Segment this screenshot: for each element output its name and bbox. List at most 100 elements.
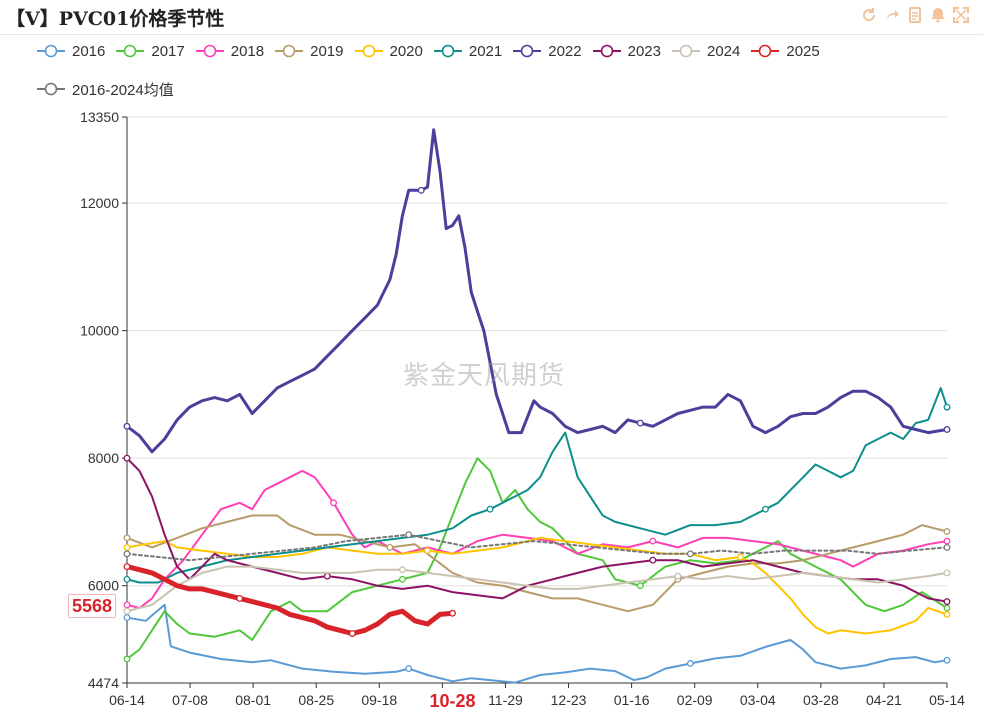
series-point-2020 [943,610,951,618]
series-point-2022 [123,422,131,430]
series-line-2018 [126,469,948,609]
series-line-2023 [126,457,948,603]
series-point-2017 [398,575,406,583]
series-point-2025 [348,630,356,637]
legend-marker-icon [195,44,224,58]
legend-label: 2022 [548,42,582,60]
legend-item[interactable]: 2025 [750,40,820,62]
current-date-label: 10-28 [425,690,480,712]
series-line-2021 [126,387,948,584]
series-point-2019 [123,534,131,542]
legend-label: 2016 [72,42,106,60]
series-point-2022 [636,419,644,427]
chart-toolbar [860,6,969,23]
series-point-2018 [943,537,951,545]
legend-label: 2024 [707,42,741,60]
series-line-2024 [126,565,948,613]
watermark: 紫金天风期货 [403,361,566,391]
legend-marker-icon [116,44,145,58]
series-point-2024 [398,566,406,574]
series-point-2021 [486,505,494,513]
legend-item[interactable]: 2021 [433,40,502,62]
x-tick-label: 05-14 [929,692,965,708]
legend-marker-icon [592,44,621,58]
series-line-2016-2024- [126,533,948,562]
series-point-2017 [943,604,951,612]
series-point-2016 [405,665,413,673]
series-point-2018 [649,537,657,545]
series-point-2016 [123,614,131,622]
legend-marker-icon [751,44,780,58]
series-point-2024 [943,569,951,577]
bell-icon[interactable] [929,6,946,23]
series-line-2016 [126,603,948,684]
y-tick-label: 4474 [88,675,119,691]
series-point-2022 [417,186,425,194]
legend-item[interactable]: 2024 [671,40,740,62]
legend-item[interactable]: 2018 [195,40,264,62]
legend-item[interactable]: 2022 [512,40,582,62]
x-tick-label: 09-18 [361,692,397,708]
x-tick-label: 08-01 [235,692,271,708]
y-tick-label: 8000 [88,450,119,466]
legend-label: 2016-2024均值 [72,81,174,99]
legend-label: 2019 [310,42,344,60]
export-icon[interactable] [906,6,923,23]
refresh-icon[interactable] [860,6,877,23]
legend-marker-icon [354,44,383,58]
x-tick-label: 02-09 [677,692,713,708]
series-point-2016-2024- [123,550,131,558]
legend-item[interactable]: 2020 [354,40,423,62]
series-point-2023 [649,556,657,564]
fullscreen-icon[interactable] [952,6,969,23]
legend-label: 2020 [389,42,423,60]
x-tick-label: 03-04 [740,692,776,708]
legend-label: 2021 [468,42,503,60]
series-point-2021 [943,403,951,411]
series-point-2016-2024- [686,550,694,558]
y-tick-label: 12000 [80,195,119,211]
series-point-2017 [123,655,131,663]
legend-marker-icon [275,44,304,58]
y-tick-label: 10000 [80,323,119,339]
series-point-2022 [943,426,951,433]
legend-item[interactable]: 2023 [592,40,661,62]
series-point-2021 [123,575,131,583]
legend-label: 2025 [786,42,820,60]
series-point-2018 [123,601,131,609]
share-icon[interactable] [883,6,900,23]
series-point-2019 [943,528,951,535]
chart-legend: 2016 2017 2018 2019 2020 2021 2022 2023 2024 2025… [36,40,966,100]
legend-label: 2018 [230,42,265,60]
series-line-2017 [126,457,948,660]
legend-item[interactable]: 2017 [115,40,185,62]
legend-item[interactable]: 2019 [274,40,344,62]
series-point-2023 [323,572,331,580]
series-point-2021 [762,505,769,513]
series-point-2016-2024- [943,543,951,551]
series-point-2020 [424,547,431,555]
legend-item[interactable]: 2016 [36,40,105,62]
series-point-2016 [686,660,694,667]
legend-marker-icon [672,44,700,58]
series-point-2018 [330,499,338,507]
series-line-2022 [125,128,949,454]
series-point-2020 [123,543,131,551]
y-tick-label: 13350 [80,109,119,125]
x-tick-label: 07-08 [172,692,208,708]
legend-marker-icon [433,44,462,58]
series-point-2024 [674,572,682,580]
series-line-2025 [124,564,455,636]
x-tick-label: 04-21 [866,692,902,708]
y-tick-label: 6000 [88,578,119,594]
x-tick-label: 01-16 [614,692,650,708]
page-title: 【V】PVC01价格季节性 [6,8,225,30]
series-point-2025 [236,594,244,602]
series-point-2024 [123,607,131,615]
legend-item[interactable]: 2016-2024均值 [36,78,174,100]
series-point-2025 [123,563,131,571]
series-point-2023 [123,454,131,462]
series-point-2020 [736,553,744,561]
title-divider [0,34,983,35]
